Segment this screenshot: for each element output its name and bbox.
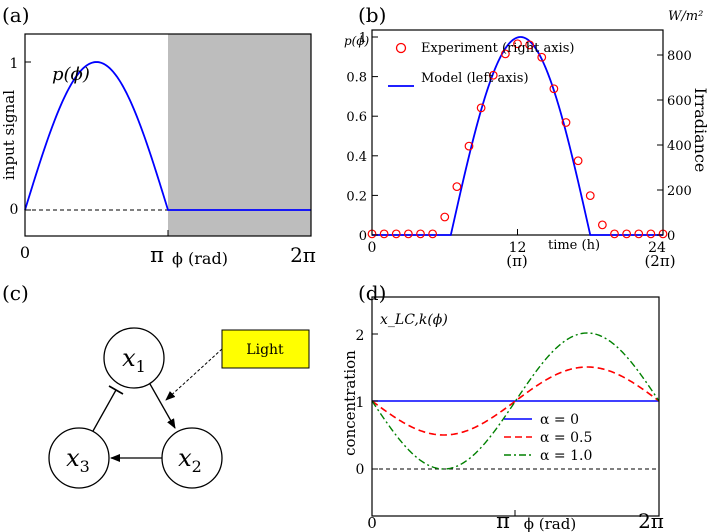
experiment-point: [464, 141, 474, 151]
experiment-point: [488, 70, 498, 80]
node-x1: [103, 327, 165, 389]
panel-b-xtick-label: 0: [368, 240, 377, 256]
experiment-point: [622, 229, 632, 239]
panel-d-ytick-label-1: 1: [356, 395, 365, 411]
panel-b-left-ytick-label: 1: [359, 31, 367, 46]
experiment-point: [610, 229, 619, 239]
panel-b-right-ytick-label: 800: [667, 49, 692, 64]
panel-b-xtick-secondary-2pi: (2π): [644, 252, 675, 270]
panel-b-experiment-points: [367, 39, 668, 239]
panel-b-right-axis-unit: W/m²: [668, 9, 703, 24]
edge-x3-inhibits-x1: [92, 389, 117, 432]
panel-a-shaded-region: [168, 34, 311, 236]
panel-a-xtick-label-2pi: 2π: [290, 243, 316, 267]
experiment-point: [597, 220, 607, 230]
panel-b-right-ytick-label: 200: [667, 184, 692, 199]
panel-b-right-ytick-label: 0: [667, 229, 675, 244]
edge-x1-to-x2: [149, 383, 176, 429]
experiment-point: [500, 49, 510, 59]
panel-label-b: (b): [358, 3, 386, 27]
experiment-point: [646, 229, 656, 239]
panel-b-legend-marker-experiment: [395, 42, 407, 54]
panel-b-right-ytick-label: 400: [667, 139, 692, 154]
panel-b-left-ytick-label: 0.2: [346, 189, 367, 204]
panel-d-legend-alpha1: α = 1.0: [540, 448, 592, 464]
experiment-point: [476, 103, 486, 113]
experiment-point: [537, 52, 547, 62]
panel-d-frame: [371, 296, 660, 517]
panel-b-right-axis-label: Irradiance: [691, 88, 709, 173]
panel-d-annotation: x_LC,k(ϕ): [380, 312, 448, 328]
panel-label-a: (a): [2, 3, 30, 27]
panel-b-xtick-label: 12: [509, 240, 527, 256]
panel-d-xtick-label-2pi: 2π: [638, 509, 664, 532]
panel-d-ylabel: concentration: [341, 350, 359, 456]
panel-b-left-axis-label: p(ϕ): [344, 34, 370, 48]
panel-b-chart: 0 0.2 0.4 0.6 0.8 1 0 200 400 600 800 0 12 24 p(ϕ) W/…: [344, 9, 709, 270]
panel-a-ylabel: input signal: [0, 90, 18, 180]
panel-b-xtick-label: 24: [648, 240, 666, 256]
experiment-point: [549, 84, 559, 94]
panel-a-ytick-label-1: 1: [10, 56, 19, 72]
panel-a-annotation: p(ϕ): [52, 64, 90, 85]
panel-b-left-ytick-label: 0.4: [346, 150, 367, 165]
panel-b-left-ytick-label: 0.8: [346, 71, 367, 86]
experiment-point: [452, 182, 462, 192]
panel-a-xlabel: ϕ (rad): [172, 249, 228, 268]
panel-b-xlabel: time (h): [548, 238, 600, 253]
panel-a-xtick-label-pi: π: [150, 243, 164, 267]
experiment-point: [561, 118, 571, 127]
panel-a-signal-curve: [24, 61, 311, 211]
panel-label-c: (c): [2, 281, 29, 305]
panel-a-xtick-label-0: 0: [20, 243, 30, 262]
experiment-point: [525, 40, 535, 50]
experiment-point: [573, 156, 583, 166]
panel-d-legend-alpha05: α = 0.5: [540, 430, 592, 446]
experiment-point: [428, 229, 438, 239]
panel-b-legend-model: Model (left axis): [421, 71, 529, 86]
panel-c-diagram: x1 x2 x3 Light: [48, 327, 310, 489]
panel-d-curve-alpha05: [371, 366, 660, 436]
panel-b-xtick-secondary-pi: (π): [506, 252, 528, 270]
experiment-point: [585, 191, 595, 201]
light-edge: [165, 348, 223, 401]
experiment-point: [513, 39, 522, 49]
experiment-point: [391, 229, 401, 239]
panel-d-legend-alpha0: α = 0: [540, 412, 579, 428]
experiment-point: [634, 229, 644, 239]
experiment-point: [440, 212, 450, 222]
panel-b-frame: [371, 29, 664, 236]
experiment-point: [416, 229, 425, 239]
panel-b-right-ytick-label: 600: [667, 94, 692, 109]
panel-b-model-curve: [372, 36, 663, 236]
experiment-point: [403, 229, 413, 239]
panel-b-ticks: 0 0.2 0.4 0.6 0.8 1 0 200 400 600 800 0 12 24: [346, 31, 692, 256]
edge-x3-inhibits-x1-bar: [108, 385, 124, 395]
light-label: Light: [246, 342, 284, 358]
panel-a-ytick-label-0: 0: [10, 202, 19, 218]
panel-d-curve-alpha1: [371, 332, 660, 470]
panel-d-xlabel: ϕ (rad): [524, 515, 576, 532]
panel-d-chart: 2 1 0 concentration x_LC,k(ϕ) 0 π 2π ϕ (…: [341, 296, 664, 532]
panel-b-legend-experiment: Experiment (right axis): [421, 41, 574, 56]
panel-b-left-ytick-label: 0.6: [346, 110, 367, 125]
experiment-point: [379, 229, 389, 239]
panel-b-left-ytick-label: 0: [359, 229, 367, 244]
light-box: [221, 329, 310, 369]
panel-d-xtick-label-pi: π: [496, 509, 510, 532]
panel-a-chart: p(ϕ) 0 1 input signal 0 π 2π ϕ (rad): [0, 33, 316, 268]
panel-d-xtick-label-0: 0: [367, 514, 377, 532]
panel-d-ytick-label-2: 2: [356, 328, 365, 344]
node-x3: [48, 427, 110, 489]
panel-d-ytick-label-0: 0: [356, 462, 365, 478]
